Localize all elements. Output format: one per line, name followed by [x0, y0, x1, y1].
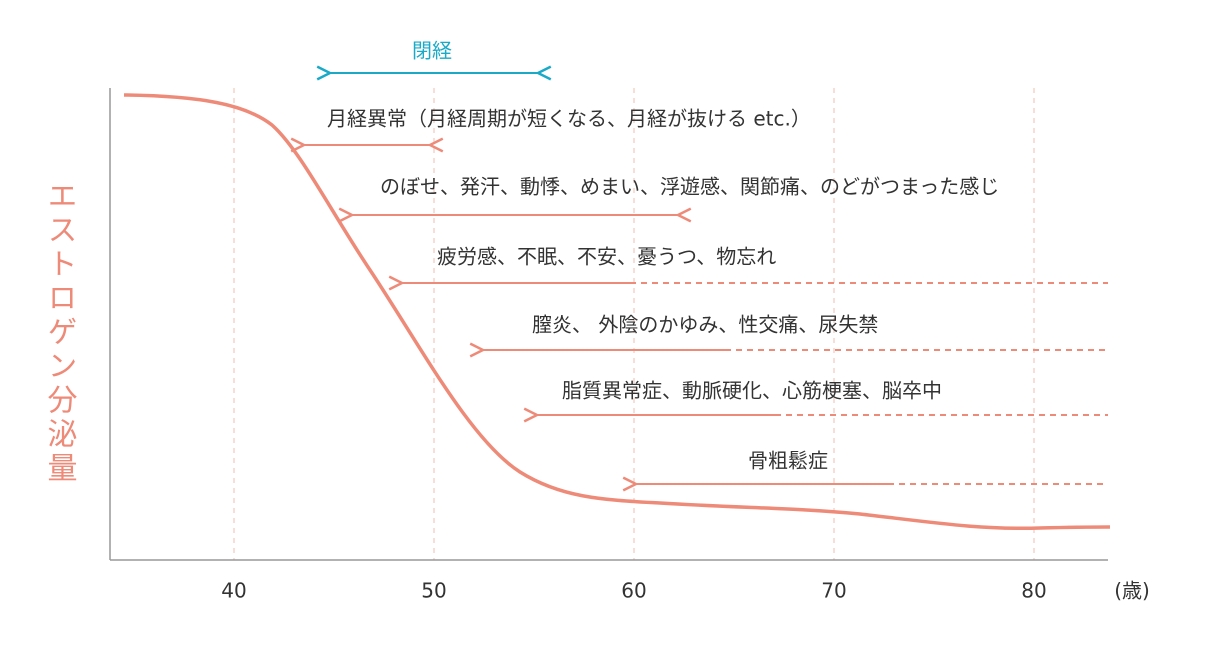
symptom-label: 疲労感、不眠、不安、憂うつ、物忘れ — [437, 245, 776, 269]
x-tick-label: 80 — [1021, 579, 1046, 603]
estrogen-curve — [123, 93, 1111, 531]
x-tick-label: 40 — [221, 579, 246, 603]
symptom-label: 脂質異常症、動脈硬化、心筋梗塞、脳卒中 — [562, 379, 942, 403]
x-axis-unit: (歳) — [1114, 579, 1150, 603]
symptom-label: 膣炎、 外陰のかゆみ、性交痛、尿失禁 — [532, 313, 878, 337]
symptom-label: のぼせ、発汗、動悸、めまい、浮遊感、関節痛、のどがつまった感じ — [380, 175, 999, 199]
symptoms: 月経異常（月経周期が短くなる、月経が抜ける etc.） のぼせ、発汗、動悸、めまい… — [304, 107, 1108, 485]
menopause-label: 閉経 — [412, 39, 452, 63]
symptom-label: 月経異常（月経周期が短くなる、月経が抜ける etc.） — [327, 107, 811, 131]
symptom-label: 骨粗鬆症 — [748, 449, 828, 473]
x-tick-label: 70 — [821, 579, 846, 603]
x-tick-label: 50 — [421, 579, 446, 603]
x-tick-label: 60 — [621, 579, 646, 603]
y-axis-label: エストロゲン分泌量 — [42, 180, 78, 486]
